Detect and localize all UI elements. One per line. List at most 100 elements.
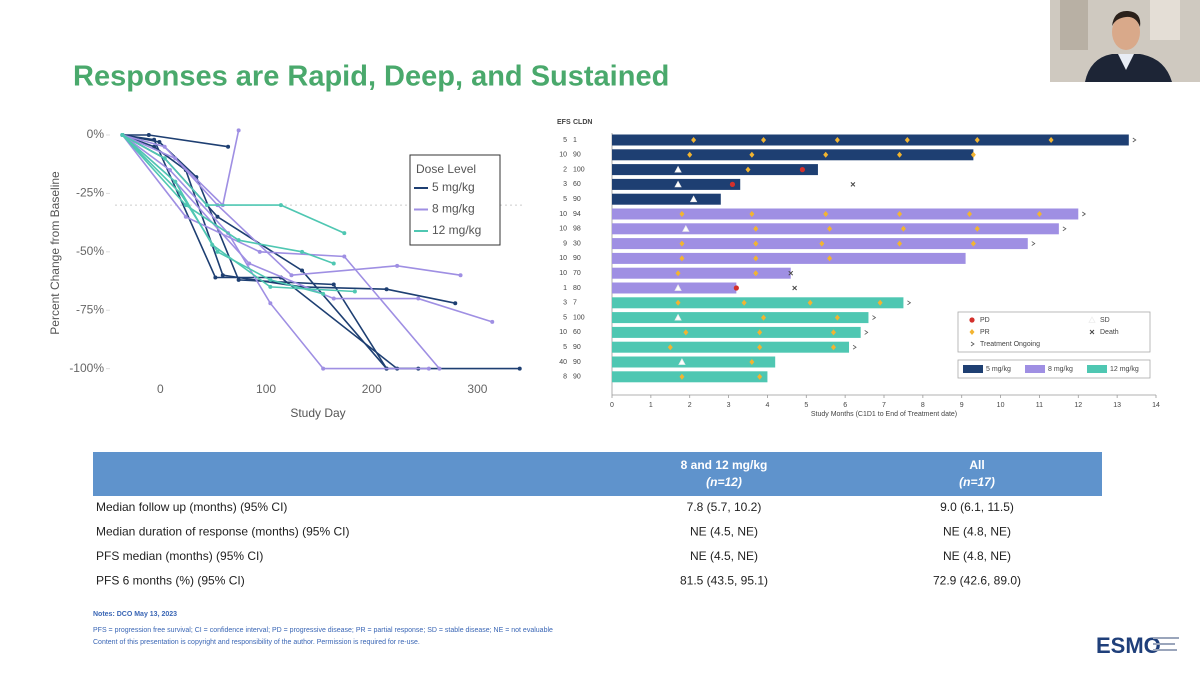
ongoing-marker bbox=[1082, 211, 1087, 217]
row-cldn: 90 bbox=[573, 344, 581, 351]
treatment-bar bbox=[612, 267, 791, 279]
pr-marker bbox=[830, 344, 836, 351]
treatment-bar bbox=[612, 208, 1079, 220]
x-tick-label: 3 bbox=[727, 402, 731, 409]
death-marker bbox=[1089, 329, 1095, 335]
row-cldn: 100 bbox=[573, 166, 585, 173]
table-header: (n=12) bbox=[706, 475, 742, 489]
response-point bbox=[213, 275, 218, 280]
sd-marker bbox=[1088, 316, 1096, 323]
pr-marker bbox=[900, 225, 906, 232]
x-tick-label: 10 bbox=[997, 402, 1005, 409]
x-tick-label: 0 bbox=[157, 382, 164, 396]
treatment-bar bbox=[612, 356, 776, 368]
pr-marker bbox=[904, 137, 910, 143]
speaker-shirt bbox=[1118, 54, 1134, 70]
row-efs: 1 bbox=[563, 285, 567, 292]
footnotes: Notes: DCO May 13, 2023 PFS = progression… bbox=[93, 611, 553, 646]
treatment-bar bbox=[612, 282, 737, 294]
response-point bbox=[453, 301, 458, 306]
x-tick-label: 7 bbox=[882, 402, 886, 409]
sd-marker bbox=[674, 180, 682, 188]
slide-title: Responses are Rapid, Deep, and Sustained bbox=[73, 61, 669, 93]
row-efs: 5 bbox=[563, 344, 567, 351]
y-tick-label: -50% bbox=[76, 244, 104, 258]
pr-marker bbox=[966, 211, 972, 217]
footnote: Content of this presentation is copyrigh… bbox=[93, 639, 420, 646]
row-cldn: 80 bbox=[573, 285, 581, 292]
pr-marker bbox=[970, 151, 976, 158]
dose-legend-swatch bbox=[963, 365, 983, 373]
esmo-logo: ESMO bbox=[1096, 633, 1179, 658]
death-marker bbox=[850, 182, 856, 187]
ongoing-marker bbox=[852, 344, 857, 350]
response-point bbox=[152, 144, 157, 149]
x-tick-label: 5 bbox=[804, 402, 808, 409]
pr-marker bbox=[834, 137, 840, 143]
pr-marker bbox=[819, 240, 825, 247]
row-cldn: 60 bbox=[573, 329, 581, 336]
pr-marker bbox=[974, 137, 980, 143]
dose-legend-swatch bbox=[1087, 365, 1107, 373]
row-efs: 10 bbox=[559, 226, 567, 233]
pr-marker bbox=[741, 299, 747, 306]
response-point bbox=[236, 277, 241, 282]
row-efs: 2 bbox=[563, 166, 567, 173]
pr-marker bbox=[683, 329, 689, 336]
response-point bbox=[215, 249, 220, 254]
response-point bbox=[173, 179, 178, 184]
pr-marker bbox=[827, 225, 833, 232]
response-point bbox=[289, 273, 294, 278]
treatment-bar bbox=[612, 312, 869, 324]
x-tick-label: 13 bbox=[1113, 402, 1121, 409]
ongoing-marker bbox=[1031, 241, 1036, 246]
treatment-bar bbox=[612, 193, 721, 205]
ongoing-legend-symbol bbox=[970, 341, 975, 347]
pr-marker bbox=[807, 299, 813, 306]
pr-marker bbox=[745, 166, 751, 173]
legend-title: Dose Level bbox=[416, 162, 476, 176]
response-point bbox=[321, 291, 326, 296]
speaker-suit bbox=[1085, 54, 1172, 82]
response-point bbox=[178, 191, 183, 196]
pd-marker bbox=[969, 317, 975, 323]
response-point bbox=[157, 140, 162, 145]
x-tick-label: 6 bbox=[843, 402, 847, 409]
row-cldn: 90 bbox=[573, 374, 581, 381]
response-point bbox=[331, 282, 336, 287]
row-efs: 9 bbox=[563, 240, 567, 247]
response-point bbox=[331, 261, 336, 266]
table-cell: 9.0 (6.1, 11.5) bbox=[940, 500, 1014, 514]
response-point bbox=[321, 366, 326, 371]
y-tick-label: -25% bbox=[76, 186, 104, 200]
response-point bbox=[236, 128, 241, 133]
pr-marker bbox=[679, 211, 685, 217]
pr-marker bbox=[675, 270, 681, 277]
event-legend-label: Treatment Ongoing bbox=[980, 341, 1040, 348]
x-tick-label: 100 bbox=[256, 382, 276, 396]
dose-legend-box bbox=[957, 359, 1151, 379]
ongoing-marker bbox=[864, 330, 869, 335]
treatment-bar bbox=[612, 326, 861, 338]
response-point bbox=[395, 263, 400, 268]
pr-marker bbox=[753, 240, 759, 247]
x-tick-label: 4 bbox=[765, 402, 769, 409]
row-efs: 40 bbox=[559, 359, 567, 366]
response-point bbox=[146, 133, 151, 138]
row-cldn: 90 bbox=[573, 196, 581, 203]
pr-marker bbox=[679, 240, 685, 247]
row-efs: 10 bbox=[559, 329, 567, 336]
sd-marker bbox=[674, 165, 682, 173]
response-point bbox=[300, 268, 305, 273]
speaker-hair bbox=[1112, 10, 1141, 27]
table-cell: 81.5 (43.5, 95.1) bbox=[680, 574, 768, 588]
video-background bbox=[1150, 0, 1180, 40]
response-line bbox=[122, 134, 461, 277]
pr-marker bbox=[897, 211, 903, 217]
x-tick-label: 9 bbox=[960, 402, 964, 409]
treatment-bar bbox=[612, 252, 966, 264]
x-tick-label: 12 bbox=[1074, 402, 1082, 409]
row-cldn: 1 bbox=[573, 137, 577, 144]
speaker-face bbox=[1112, 14, 1140, 50]
pr-marker bbox=[823, 151, 829, 158]
